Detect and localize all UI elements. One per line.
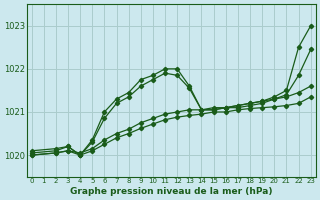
X-axis label: Graphe pression niveau de la mer (hPa): Graphe pression niveau de la mer (hPa): [70, 187, 272, 196]
